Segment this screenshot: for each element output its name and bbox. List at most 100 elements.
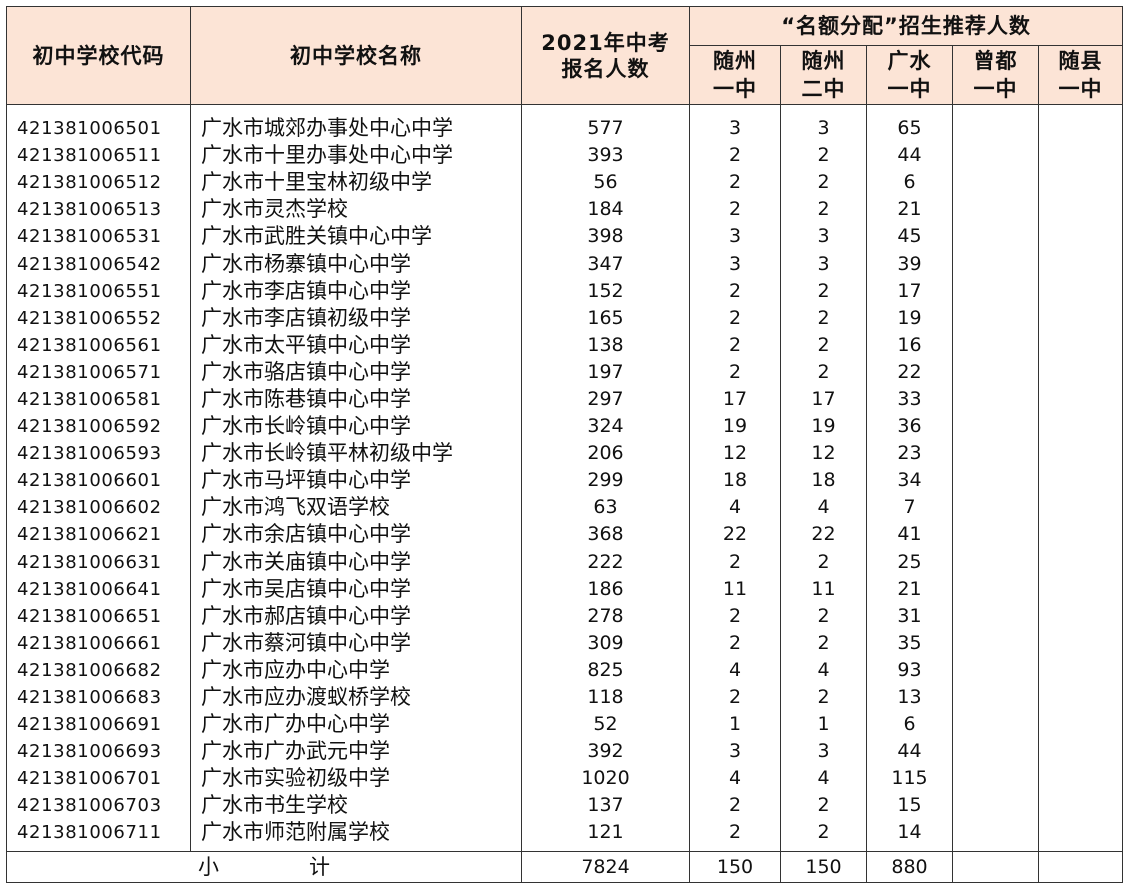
- enrollment-cell: 152: [521, 277, 690, 305]
- guangshui-no1-cell: 25: [866, 548, 953, 576]
- enrollment-cell: 324: [521, 413, 690, 441]
- enrollment-cell: 184: [521, 196, 690, 224]
- guangshui-no1-cell: 93: [866, 656, 953, 684]
- suizhou-no2-cell: 2: [780, 358, 867, 386]
- school-code-cell: 421381006682: [6, 656, 191, 684]
- school-name-cell: 广水市应办渡蚁桥学校: [190, 683, 522, 712]
- school-name-cell: 广水市骆店镇中心中学: [190, 358, 522, 386]
- header-enrollment-line1: 2021年中考: [541, 30, 670, 55]
- suizhou-no2-cell: 2: [780, 142, 867, 170]
- suizhou-no2-cell: 2: [780, 629, 867, 657]
- suizhou-no1-cell: 2: [689, 602, 781, 630]
- school-name-cell: 广水市师范附属学校: [190, 819, 522, 852]
- guangshui-no1-cell: 44: [866, 738, 953, 766]
- guangshui-no1-cell: 33: [866, 385, 953, 414]
- guangshui-no1-cell: 45: [866, 223, 953, 251]
- guangshui-no1-cell: 15: [866, 792, 953, 820]
- suizhou-no1-cell: 3: [689, 223, 781, 251]
- header-enrollment-line2: 报名人数: [561, 56, 650, 81]
- school-code-cell: 421381006561: [6, 331, 191, 359]
- suizhou-no2-cell: 2: [780, 683, 867, 712]
- school-code-cell: 421381006512: [6, 169, 191, 197]
- guangshui-no1-cell: 7: [866, 494, 953, 522]
- school-code-cell: 421381006552: [6, 304, 191, 332]
- school-code-cell: 421381006602: [6, 494, 191, 522]
- zengdu-no1-cell: [952, 304, 1039, 332]
- suixian-no1-cell: [1037, 277, 1124, 305]
- suizhou-no1-cell: 3: [689, 104, 781, 143]
- header-school-code: 初中学校代码: [6, 6, 191, 105]
- enrollment-cell: 138: [521, 331, 690, 359]
- guangshui-no1-cell: 16: [866, 331, 953, 359]
- subtotal-suizhou-no1: 150: [689, 850, 781, 883]
- school-code-cell: 421381006693: [6, 738, 191, 766]
- subtotal-zengdu-no1: [952, 850, 1039, 883]
- enrollment-cell: 52: [521, 711, 690, 739]
- school-name-cell: 广水市蔡河镇中心中学: [190, 629, 522, 657]
- guangshui-no1-cell: 36: [866, 413, 953, 441]
- school-name-cell: 广水市李店镇中心中学: [190, 277, 522, 305]
- school-name-cell: 广水市鸿飞双语学校: [190, 494, 522, 522]
- suixian-no1-cell: [1037, 385, 1124, 414]
- guangshui-no1-cell: 17: [866, 277, 953, 305]
- header-sub-line1: 随县: [1058, 49, 1103, 73]
- suizhou-no1-cell: 2: [689, 196, 781, 224]
- header-school-name: 初中学校名称: [190, 6, 522, 105]
- suizhou-no1-cell: 11: [689, 575, 781, 603]
- school-code-cell: 421381006551: [6, 277, 191, 305]
- guangshui-no1-cell: 6: [866, 711, 953, 739]
- guangshui-no1-cell: 13: [866, 683, 953, 712]
- zengdu-no1-cell: [952, 196, 1039, 224]
- zengdu-no1-cell: [952, 521, 1039, 549]
- enrollment-cell: 278: [521, 602, 690, 630]
- zengdu-no1-cell: [952, 765, 1039, 793]
- table-row: 421381006511 广水市十里办事处中心中学 393 2 2 44: [6, 142, 1124, 170]
- guangshui-no1-cell: 19: [866, 304, 953, 332]
- zengdu-no1-cell: [952, 440, 1039, 468]
- zengdu-no1-cell: [952, 413, 1039, 441]
- table-row: 421381006641 广水市吴店镇中心中学 186 11 11 21: [6, 575, 1124, 603]
- suizhou-no1-cell: 4: [689, 765, 781, 793]
- suizhou-no2-cell: 2: [780, 331, 867, 359]
- suizhou-no1-cell: 2: [689, 548, 781, 576]
- suixian-no1-cell: [1037, 738, 1124, 766]
- zengdu-no1-cell: [952, 629, 1039, 657]
- suizhou-no2-cell: 2: [780, 196, 867, 224]
- subtotal-row: 小计 7824 150 150 880: [6, 850, 1124, 883]
- table-row: 421381006592 广水市长岭镇中心中学 324 19 19 36: [6, 413, 1124, 441]
- guangshui-no1-cell: 6: [866, 169, 953, 197]
- enrollment-cell: 165: [521, 304, 690, 332]
- school-code-cell: 421381006661: [6, 629, 191, 657]
- enrollment-cell: 297: [521, 385, 690, 414]
- enrollment-cell: 197: [521, 358, 690, 386]
- guangshui-no1-cell: 22: [866, 358, 953, 386]
- suizhou-no2-cell: 4: [780, 494, 867, 522]
- table-row: 421381006693 广水市广办武元中学 392 3 3 44: [6, 738, 1124, 766]
- header-sub-line2: 二中: [801, 77, 846, 101]
- suizhou-no2-cell: 2: [780, 819, 867, 852]
- suizhou-no2-cell: 22: [780, 521, 867, 549]
- school-name-cell: 广水市陈巷镇中心中学: [190, 385, 522, 414]
- suizhou-no1-cell: 2: [689, 277, 781, 305]
- suizhou-no1-cell: 18: [689, 467, 781, 495]
- subtotal-label: 小计: [6, 850, 522, 883]
- suixian-no1-cell: [1037, 304, 1124, 332]
- suizhou-no2-cell: 2: [780, 304, 867, 332]
- suizhou-no1-cell: 2: [689, 683, 781, 712]
- enrollment-cell: 137: [521, 792, 690, 820]
- school-code-cell: 421381006513: [6, 196, 191, 224]
- enrollment-cell: 222: [521, 548, 690, 576]
- suixian-no1-cell: [1037, 683, 1124, 712]
- suizhou-no2-cell: 1: [780, 711, 867, 739]
- school-name-cell: 广水市十里办事处中心中学: [190, 142, 522, 170]
- table-row: 421381006581 广水市陈巷镇中心中学 297 17 17 33: [6, 385, 1124, 414]
- table-row: 421381006701 广水市实验初级中学 1020 4 4 115: [6, 765, 1124, 793]
- zengdu-no1-cell: [952, 548, 1039, 576]
- guangshui-no1-cell: 23: [866, 440, 953, 468]
- suixian-no1-cell: [1037, 629, 1124, 657]
- suixian-no1-cell: [1037, 169, 1124, 197]
- enrollment-cell: 398: [521, 223, 690, 251]
- school-name-cell: 广水市城郊办事处中心中学: [190, 104, 522, 143]
- guangshui-no1-cell: 31: [866, 602, 953, 630]
- suizhou-no2-cell: 2: [780, 277, 867, 305]
